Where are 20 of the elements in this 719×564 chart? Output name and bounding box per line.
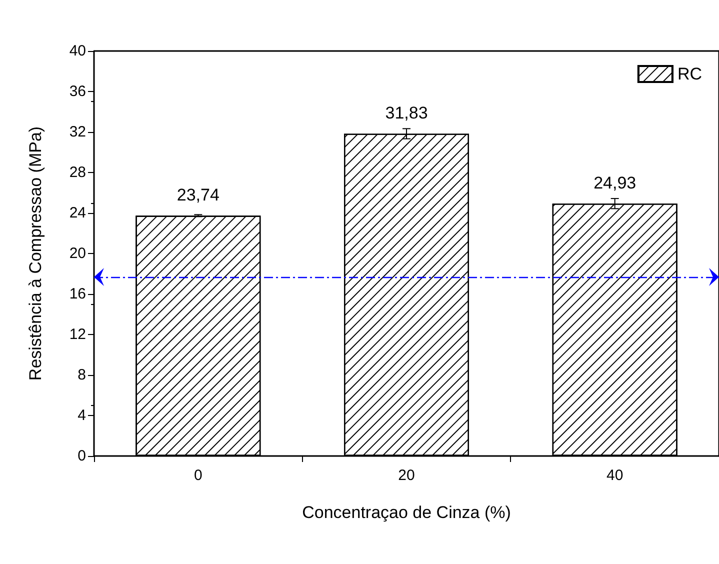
y-tick-label: 12 bbox=[69, 326, 86, 343]
legend-label: RC bbox=[677, 64, 702, 84]
data-label: 23,74 bbox=[176, 186, 220, 205]
y-tick-label: 32 bbox=[69, 124, 86, 140]
y-tick-label: 24 bbox=[69, 204, 86, 222]
y-tick-label: 4 bbox=[78, 407, 86, 424]
y-tick-label: 28 bbox=[69, 164, 86, 181]
y-tick-label: 0 bbox=[78, 448, 86, 464]
data-label: 31,83 bbox=[385, 104, 428, 123]
x-tick-label: 40 bbox=[606, 467, 624, 484]
y-tick-label: 36 bbox=[69, 83, 86, 100]
x-tick-label: 20 bbox=[398, 467, 415, 484]
y-axis-title: Resistência à Compressao (MPa) bbox=[26, 126, 45, 381]
x-axis-title: Concentraçao de Cinza (%) bbox=[302, 503, 511, 522]
data-label: 24,93 bbox=[594, 174, 636, 193]
y-tick-label: 8 bbox=[78, 366, 86, 384]
y-tick-label: 16 bbox=[69, 286, 86, 302]
y-tick-label: 20 bbox=[69, 245, 86, 262]
x-tick-label: 0 bbox=[194, 467, 202, 484]
y-tick-label: 40 bbox=[69, 42, 86, 60]
